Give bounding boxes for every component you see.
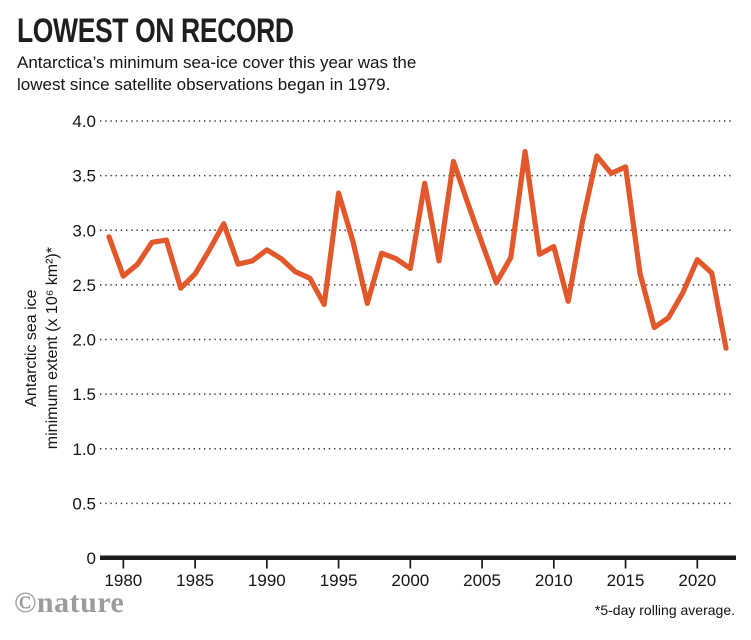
- x-tick-label: 2005: [463, 571, 501, 590]
- x-tick-label: 1990: [248, 571, 286, 590]
- y-tick-label: 0.5: [72, 494, 96, 513]
- subtitle-line-2: lowest since satellite observations bega…: [17, 75, 391, 95]
- x-tick-label: 1995: [320, 571, 358, 590]
- chart-subtitle: Antarctica’s minimum sea-ice cover this …: [17, 52, 416, 97]
- x-tick-label: 2020: [678, 571, 716, 590]
- x-tick-label: 2000: [391, 571, 429, 590]
- y-tick-label: 4.0: [72, 112, 96, 131]
- x-axis: [100, 555, 736, 560]
- x-tick-label: 2015: [607, 571, 645, 590]
- y-tick-label: 1.0: [72, 440, 96, 459]
- x-tick-label: 1985: [176, 571, 214, 590]
- subtitle-line-1: Antarctica’s minimum sea-ice cover this …: [17, 53, 417, 72]
- y-tick-label: 1.5: [72, 385, 96, 404]
- nature-logo: ©nature: [14, 586, 125, 619]
- x-tick-label: 1980: [104, 571, 142, 590]
- sea-ice-line: [106, 149, 729, 351]
- y-tick-label: 2.0: [72, 331, 96, 350]
- y-tick-label: 3.5: [72, 167, 96, 186]
- y-tick-label: 3.0: [72, 221, 96, 240]
- chart-title: LOWEST ON RECORD: [17, 12, 294, 50]
- footnote: *5-day rolling average.: [594, 602, 735, 618]
- y-tick-label: 2.5: [72, 276, 96, 295]
- x-tick-label: 2010: [535, 571, 573, 590]
- y-tick-label: 0: [87, 549, 96, 568]
